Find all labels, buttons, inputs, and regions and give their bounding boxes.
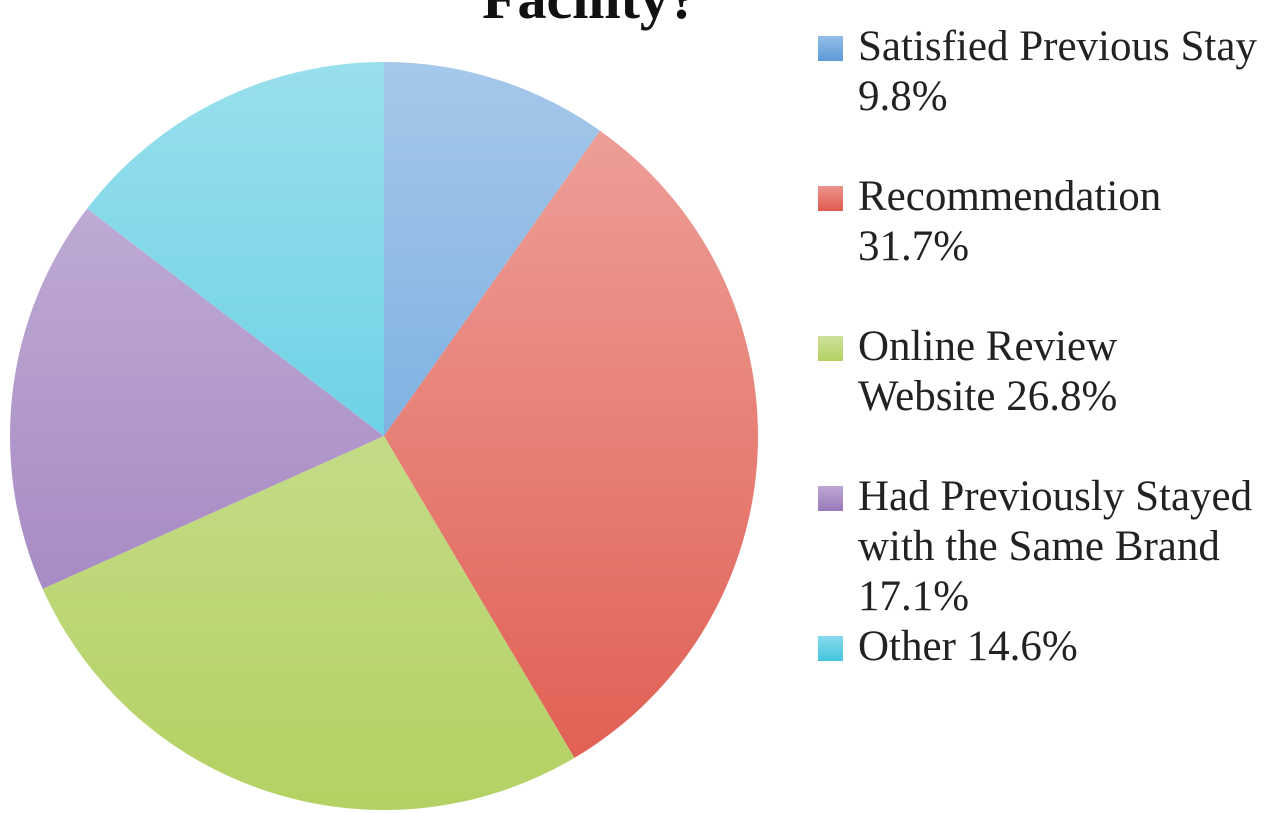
legend-label: Other (858, 623, 956, 670)
legend-swatch (818, 186, 843, 211)
legend-item: Other 14.6% (818, 622, 1258, 672)
pie-slice (87, 62, 384, 436)
chart-title: Facility? (482, 0, 698, 31)
legend-item: Online Review Website 26.8% (818, 322, 1258, 422)
legend-swatch (818, 336, 843, 361)
legend-value: 9.8% (858, 73, 948, 120)
pie-slice (9, 208, 385, 589)
legend-value: 17.1% (858, 573, 970, 620)
legend-item: Satisfied Previous Stay 9.8% (818, 22, 1258, 122)
legend-swatch (818, 36, 843, 61)
pie-slice (384, 130, 758, 758)
legend-swatch (818, 486, 843, 511)
legend-item: Recommendation 31.7% (818, 172, 1258, 272)
legend-swatch (818, 636, 843, 661)
legend-label: Had Previously Stayed with the Same Bran… (858, 473, 1253, 570)
legend-item: Had Previously Stayed with the Same Bran… (818, 472, 1258, 622)
pie-slice (42, 436, 575, 811)
legend-value: 14.6% (966, 623, 1078, 670)
legend-value: 26.8% (1006, 373, 1118, 420)
legend: Satisfied Previous Stay 9.8% Recommendati… (818, 22, 1257, 722)
legend-label: Recommendation (858, 173, 1162, 220)
legend-label: Satisfied Previous Stay (858, 23, 1257, 70)
legend-value: 31.7% (858, 223, 970, 270)
legend-label: Online Review Website (858, 323, 1118, 420)
pie-slice (384, 62, 601, 436)
